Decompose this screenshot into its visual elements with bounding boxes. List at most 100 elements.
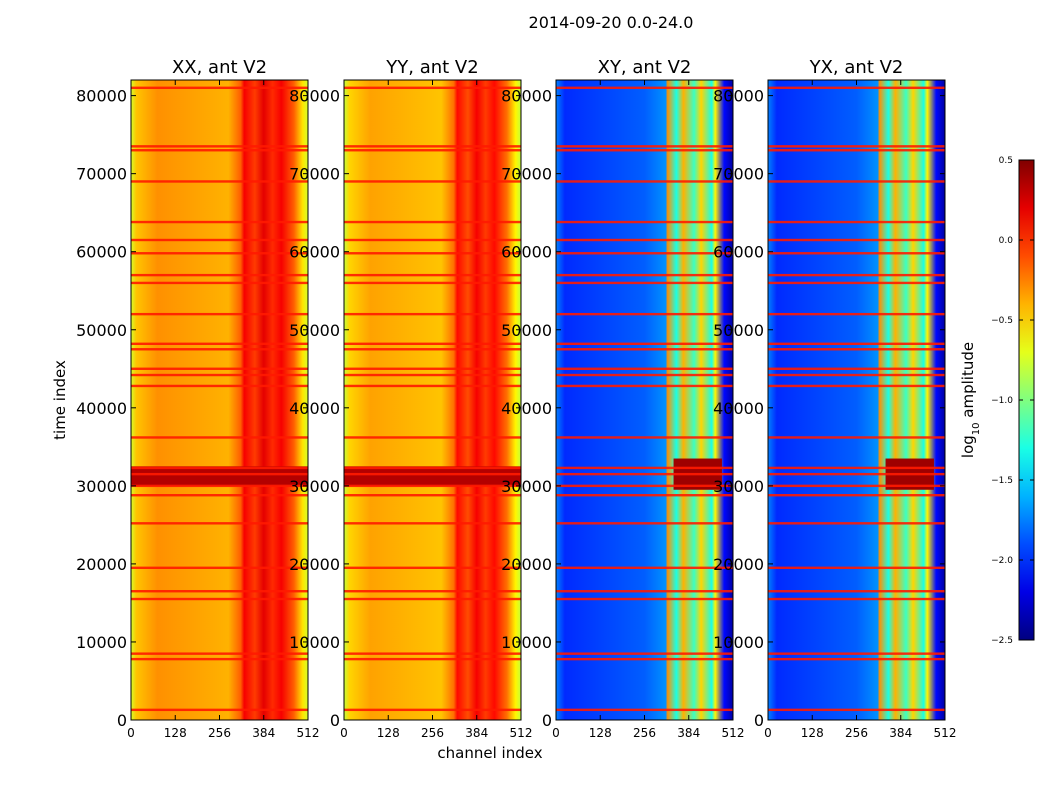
flagged-row bbox=[131, 86, 308, 90]
flagged-row bbox=[131, 273, 308, 277]
flagged-row bbox=[768, 708, 945, 712]
y-tick-label: 0 bbox=[330, 711, 340, 730]
flagged-row bbox=[131, 238, 308, 242]
x-tick-label: 384 bbox=[465, 726, 488, 740]
figure-suptitle: 2014-09-20 0.0-24.0 bbox=[529, 13, 694, 32]
flagged-row bbox=[556, 384, 733, 388]
y-tick-label: 30000 bbox=[713, 477, 764, 496]
colorbar-tick-label: −1.5 bbox=[991, 476, 1013, 486]
x-tick-label: 128 bbox=[589, 726, 612, 740]
flagged-row bbox=[344, 657, 521, 661]
flagged-row bbox=[131, 652, 308, 655]
flagged-row bbox=[344, 652, 521, 655]
y-tick-label: 80000 bbox=[289, 87, 340, 106]
flagged-row bbox=[344, 273, 521, 277]
x-tick-label: 256 bbox=[421, 726, 444, 740]
flagged-row bbox=[344, 708, 521, 712]
flagged-row bbox=[344, 86, 521, 90]
y-tick-label: 50000 bbox=[501, 321, 552, 340]
flagged-row bbox=[344, 145, 521, 148]
panel-title: XY, ant V2 bbox=[598, 57, 692, 78]
flagged-row bbox=[344, 472, 521, 476]
flagged-row bbox=[344, 373, 521, 377]
flagged-row bbox=[131, 348, 308, 351]
y-tick-label: 40000 bbox=[501, 399, 552, 418]
flagged-row bbox=[768, 652, 945, 655]
heatmap-image bbox=[556, 80, 733, 720]
flagged-row bbox=[131, 484, 308, 488]
x-tick-label: 512 bbox=[722, 726, 745, 740]
x-tick-label: 0 bbox=[127, 726, 135, 740]
flagged-row bbox=[344, 590, 521, 593]
x-tick-label: 0 bbox=[764, 726, 772, 740]
flagged-row bbox=[768, 566, 945, 570]
x-tick-label: 256 bbox=[208, 726, 231, 740]
flagged-row bbox=[768, 238, 945, 242]
y-tick-label: 0 bbox=[754, 711, 764, 730]
flagged-row bbox=[131, 472, 308, 476]
panel-xy: XY, ant V2 0 128 256 384 512 0 10000 20000 30000 4… bbox=[501, 57, 744, 740]
flagged-row bbox=[556, 273, 733, 277]
panel-title: YX, ant V2 bbox=[809, 57, 904, 78]
flagged-row bbox=[131, 384, 308, 388]
flagged-row bbox=[768, 472, 945, 476]
flagged-row bbox=[556, 708, 733, 712]
flagged-row bbox=[556, 86, 733, 90]
y-tick-label: 40000 bbox=[713, 399, 764, 418]
y-tick-label: 20000 bbox=[289, 555, 340, 574]
flagged-row bbox=[131, 180, 308, 183]
x-tick-label: 0 bbox=[552, 726, 560, 740]
y-tick-label: 60000 bbox=[501, 243, 552, 262]
colorbar-tick-label: −2.5 bbox=[991, 636, 1013, 646]
flagged-row bbox=[768, 657, 945, 661]
flagged-row bbox=[556, 484, 733, 488]
y-tick-label: 80000 bbox=[501, 87, 552, 106]
y-tick-label: 50000 bbox=[713, 321, 764, 340]
y-tick-label: 50000 bbox=[76, 321, 127, 340]
flagged-row bbox=[556, 373, 733, 377]
flagged-row bbox=[344, 384, 521, 388]
y-tick-label: 60000 bbox=[289, 243, 340, 262]
flagged-row bbox=[131, 466, 308, 470]
flagged-row bbox=[556, 180, 733, 183]
flagged-row bbox=[131, 566, 308, 570]
panel-title: YY, ant V2 bbox=[385, 57, 478, 78]
y-tick-label: 60000 bbox=[713, 243, 764, 262]
x-tick-label: 256 bbox=[633, 726, 656, 740]
flagged-row bbox=[768, 348, 945, 351]
panel-yx: YX, ant V2 0 128 256 384 512 0 10000 20000 30000 4… bbox=[713, 57, 956, 740]
colorbar-tick-label: −1.0 bbox=[991, 396, 1013, 406]
flagged-row bbox=[344, 220, 521, 224]
flagged-row bbox=[768, 494, 945, 497]
x-tick-label: 512 bbox=[510, 726, 533, 740]
y-tick-label: 30000 bbox=[76, 477, 127, 496]
flagged-row bbox=[131, 522, 308, 525]
rfi-burst bbox=[131, 466, 308, 486]
y-tick-label: 50000 bbox=[289, 321, 340, 340]
y-tick-label: 20000 bbox=[501, 555, 552, 574]
x-tick-label: 512 bbox=[934, 726, 957, 740]
y-tick-label: 40000 bbox=[289, 399, 340, 418]
flagged-row bbox=[344, 348, 521, 351]
flagged-row bbox=[344, 342, 521, 346]
flagged-row bbox=[556, 145, 733, 148]
y-tick-label: 20000 bbox=[713, 555, 764, 574]
colorbar: −2.5 −2.0 −1.5 −1.0 −0.5 0.0 0.5 log10 amplitud… bbox=[959, 156, 1035, 646]
flagged-row bbox=[344, 436, 521, 439]
flagged-row bbox=[131, 494, 308, 497]
flagged-row bbox=[131, 373, 308, 377]
flagged-row bbox=[768, 86, 945, 90]
flagged-row bbox=[556, 657, 733, 661]
flagged-row bbox=[131, 145, 308, 148]
y-tick-label: 80000 bbox=[713, 87, 764, 106]
rfi-burst bbox=[344, 466, 521, 486]
flagged-row bbox=[344, 494, 521, 497]
flagged-row bbox=[768, 281, 945, 285]
flagged-row bbox=[556, 367, 733, 370]
flagged-row bbox=[768, 145, 945, 148]
flagged-row bbox=[768, 384, 945, 388]
y-tick-label: 10000 bbox=[713, 633, 764, 652]
y-tick-label: 70000 bbox=[76, 165, 127, 184]
flagged-row bbox=[344, 522, 521, 525]
